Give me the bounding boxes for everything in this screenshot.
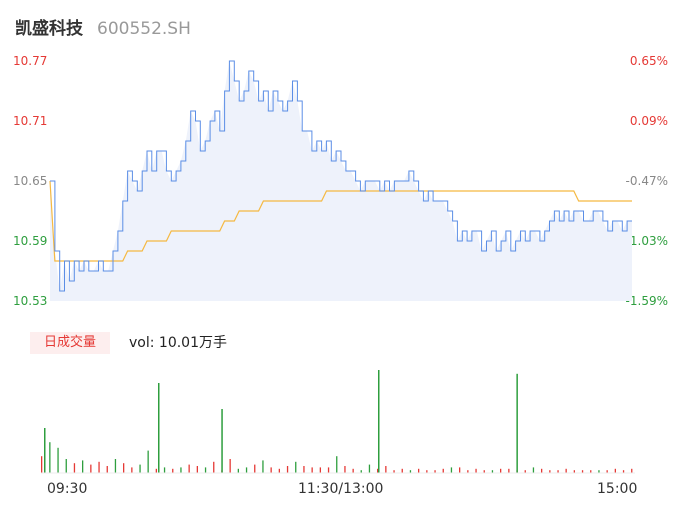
percent-tick: -0.47%: [625, 174, 668, 188]
time-label-close: 15:00: [597, 481, 638, 497]
volume-bar: [631, 468, 633, 473]
volume-bar: [590, 470, 592, 473]
volume-bar: [549, 470, 551, 473]
volume-bar: [73, 463, 76, 473]
volume-bar: [155, 468, 157, 473]
volume-bar: [303, 466, 305, 473]
volume-value: vol: 10.01万手: [129, 335, 227, 351]
volume-bar: [90, 464, 92, 473]
volume-bar: [49, 442, 51, 473]
volume-bar: [409, 470, 412, 473]
volume-bar: [123, 463, 125, 473]
volume-bar: [426, 470, 428, 473]
volume-bar: [57, 447, 59, 473]
price-line: [50, 60, 632, 292]
volume-bar: [483, 470, 485, 473]
volume-bar: [196, 466, 198, 473]
volume-spike-large: [378, 370, 380, 473]
percent-tick: -1.03%: [625, 234, 668, 248]
volume-bar: [614, 468, 616, 473]
volume-bar: [541, 468, 543, 473]
volume-bar: [131, 467, 133, 473]
volume-bar: [377, 468, 379, 473]
volume-bar: [344, 466, 346, 473]
volume-bar: [508, 468, 510, 473]
volume-bar: [213, 461, 215, 473]
volume-bar: [434, 470, 436, 473]
volume-bar: [532, 467, 535, 473]
volume-bar: [311, 467, 313, 473]
volume-bar: [500, 468, 502, 473]
time-label-midday: 11:30/13:00: [298, 481, 384, 497]
volume-spike-large: [44, 428, 46, 473]
volume-bar: [278, 468, 280, 473]
stock-header: 凯盛科技 600552.SH: [15, 14, 191, 39]
volume-bar: [459, 467, 461, 473]
volume-bar: [237, 468, 239, 473]
stock-name: 凯盛科技: [15, 19, 83, 39]
volume-bar: [180, 467, 182, 473]
price-tick: 10.53: [13, 294, 48, 308]
volume-bar: [295, 461, 297, 473]
volume-bar: [319, 467, 321, 473]
volume-bar: [524, 470, 526, 473]
price-tick: 10.71: [13, 114, 48, 128]
volume-bar: [114, 459, 117, 473]
average-price-line: [49, 180, 632, 262]
volume-bar: [598, 470, 600, 473]
volume-bar: [82, 460, 84, 473]
volume-bar: [467, 470, 469, 473]
price-tick: 10.65: [13, 174, 48, 188]
time-label-open: 09:30: [47, 481, 88, 497]
price-tick: 10.77: [13, 54, 48, 68]
volume-bar: [98, 461, 100, 473]
volume-bar: [573, 470, 575, 473]
volume-bar: [491, 470, 494, 473]
volume-bar: [286, 466, 289, 473]
volume-bar: [557, 470, 559, 473]
volume-bar: [327, 467, 330, 473]
volume-bar: [475, 468, 477, 473]
volume-bar: [368, 464, 371, 473]
volume-bar: [188, 464, 190, 473]
volume-bar: [147, 450, 149, 473]
volume-bar: [360, 470, 362, 473]
volume-bar: [442, 468, 444, 473]
volume-bar: [606, 470, 608, 473]
volume-bar: [229, 459, 231, 473]
volume-spike: [516, 373, 518, 473]
volume-bar: [385, 466, 387, 473]
volume-bar: [401, 468, 403, 473]
percent-tick: 0.09%: [629, 114, 668, 128]
volume-bar: [336, 456, 338, 473]
volume-bar: [254, 464, 256, 473]
percent-tick: -1.59%: [625, 294, 668, 308]
price-tick: 10.59: [13, 234, 48, 248]
stock-code: 600552.SH: [97, 19, 191, 39]
volume-bar: [163, 467, 166, 473]
volume-spike-large: [158, 383, 160, 473]
volume-bar: [270, 467, 272, 473]
percent-tick: 0.65%: [629, 54, 668, 68]
volume-bar: [352, 468, 354, 473]
volume-bar: [622, 470, 625, 473]
volume-badge[interactable]: 日成交量: [30, 332, 110, 354]
volume-bar: [418, 468, 420, 473]
volume-bar: [245, 467, 248, 473]
volume-spike: [221, 409, 223, 473]
volume-bar: [41, 456, 43, 473]
volume-bar: [581, 470, 584, 473]
volume-bar: [565, 468, 567, 473]
volume-bar: [204, 467, 207, 473]
volume-bar: [393, 470, 395, 473]
volume-bar: [172, 468, 174, 473]
volume-bar: [450, 467, 453, 473]
volume-bar: [139, 464, 141, 473]
volume-bar: [65, 459, 67, 473]
volume-bar: [106, 466, 108, 473]
volume-bar: [262, 460, 264, 473]
